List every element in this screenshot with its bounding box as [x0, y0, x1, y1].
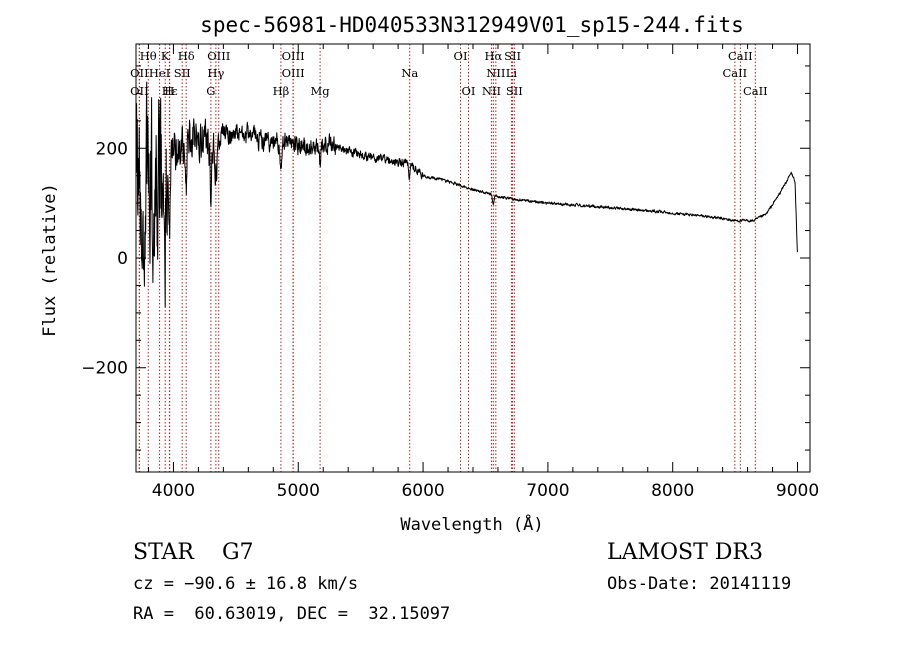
line-marker-label: OII — [130, 66, 149, 80]
line-marker-label: Hθ — [140, 49, 157, 63]
line-marker-group — [138, 44, 756, 472]
spectrum-line — [135, 81, 798, 308]
line-marker-label: Hε — [162, 84, 178, 98]
line-marker-label: G — [206, 84, 215, 98]
axes-group: 4000 5000 6000 7000 8000 9000 −200 0 200 — [81, 43, 819, 501]
line-marker-label: H — [164, 84, 174, 98]
line-marker-label: SII — [506, 84, 523, 98]
spectrum-series-group — [135, 81, 798, 308]
line-marker-label: Hγ — [207, 66, 224, 80]
line-marker-label: CaII — [728, 49, 753, 63]
object-class-label: STAR G7 — [133, 540, 254, 565]
line-marker-label: Mg — [311, 84, 331, 98]
y-tick-label: −200 — [81, 359, 128, 379]
line-marker-label: CaII — [722, 66, 747, 80]
line-marker-label: OI — [454, 49, 468, 63]
line-marker-label: Na — [401, 66, 418, 80]
y-tick-label: 200 — [96, 139, 128, 159]
line-marker-label: OIII — [207, 49, 230, 63]
x-tick-label: 8000 — [651, 481, 694, 501]
plot-frame — [135, 43, 811, 473]
y-tick-label: 0 — [117, 249, 128, 269]
line-marker-label: Hα — [484, 49, 502, 63]
coordinates-readout: RA = 60.63019, DEC = 32.15097 — [133, 604, 451, 624]
line-marker-label: OIII — [282, 49, 305, 63]
x-tick-label: 9000 — [776, 481, 819, 501]
redshift-readout: cz = −90.6 ± 16.8 km/s — [133, 574, 359, 594]
line-marker-label: Hβ — [273, 84, 290, 98]
line-marker-label: Hδ — [178, 49, 195, 63]
line-marker-label: Li — [506, 66, 518, 80]
y-axis-label: Flux (relative) — [40, 183, 60, 337]
x-tick-label: 6000 — [401, 481, 444, 501]
x-axis-label: Wavelength (Å) — [400, 513, 543, 535]
x-tick-label: 7000 — [526, 481, 569, 501]
x-tick-label: 5000 — [277, 481, 320, 501]
x-tick-label: 4000 — [152, 481, 195, 501]
survey-label: LAMOST DR3 — [607, 540, 763, 565]
line-marker-label: NII — [482, 84, 501, 98]
line-marker-label: OI — [462, 84, 476, 98]
line-marker-label: SII — [174, 66, 191, 80]
obs-date-readout: Obs-Date: 20141119 — [607, 574, 792, 594]
chart-title: spec-56981-HD040533N312949V01_sp15-244.f… — [200, 13, 744, 37]
line-marker-label: SII — [504, 49, 521, 63]
line-marker-label: NII — [486, 66, 505, 80]
line-marker-label: K — [161, 49, 170, 63]
line-marker-label: HeI — [149, 66, 170, 80]
line-marker-label: OII — [130, 84, 149, 98]
line-marker-label: OIII — [282, 66, 305, 80]
line-marker-label: CaII — [743, 84, 768, 98]
